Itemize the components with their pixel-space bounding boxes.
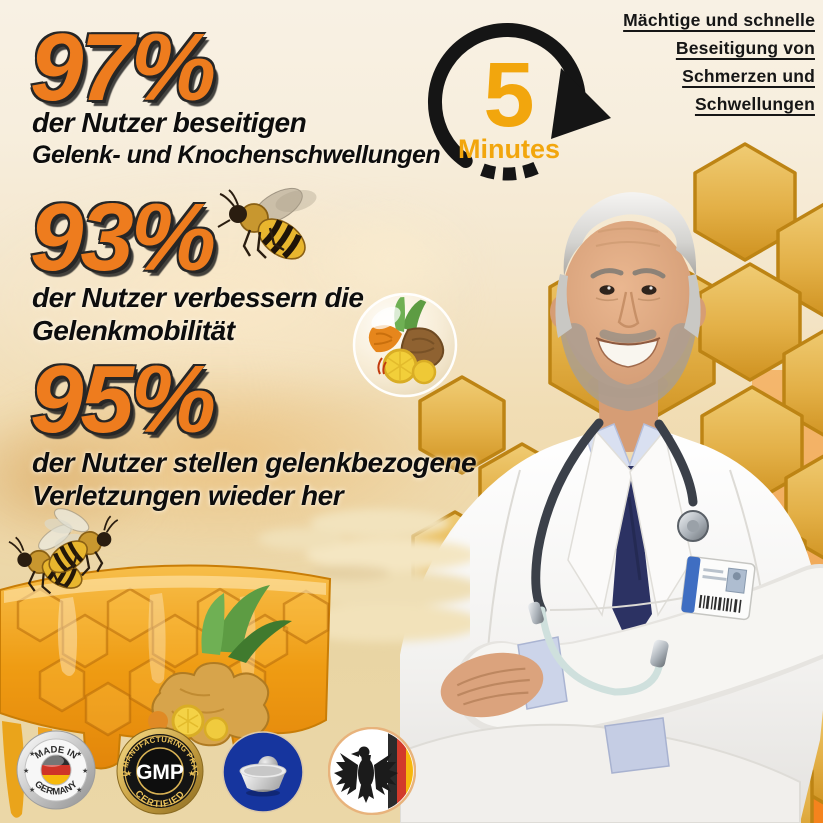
stat-97-line1: der Nutzer beseitigen bbox=[32, 107, 307, 138]
stethoscope-icon bbox=[528, 418, 709, 696]
svg-text:GERMANY: GERMANY bbox=[32, 778, 80, 797]
headline-line: Schmerzen und bbox=[682, 66, 815, 86]
timer-unit: Minutes bbox=[458, 134, 560, 164]
stat-95-line2: Verletzungen wieder her bbox=[32, 480, 344, 511]
badge-text-gmp: GMP bbox=[136, 761, 184, 784]
svg-text:★: ★ bbox=[125, 769, 132, 778]
arrow-head bbox=[551, 68, 611, 139]
doctor-crossed-arms bbox=[400, 564, 823, 823]
doctor-photo bbox=[400, 142, 823, 823]
badge-german-eagle bbox=[328, 727, 416, 815]
honey-pool-bokeh bbox=[258, 509, 470, 642]
honeycomb-scene bbox=[0, 495, 470, 818]
ginger-sphere-icon bbox=[352, 292, 458, 398]
federal-eagle-icon bbox=[334, 746, 398, 803]
headline-line: Schwellungen bbox=[694, 94, 815, 114]
stat-93-value: 93% bbox=[30, 184, 216, 291]
badge-text-made-in: MADE IN bbox=[33, 744, 79, 761]
badge-made-in-germany: MADE IN GERMANY ★ ★ ★ ★ ★ ★ bbox=[16, 730, 96, 810]
svg-text:★: ★ bbox=[29, 750, 35, 758]
stat-95-line1: der Nutzer stellen gelenkbezogene bbox=[32, 447, 477, 478]
badge-gmp: GOOD MANUFACTURING PRACTICE CERTIFIED ★★… bbox=[116, 727, 204, 815]
svg-text:★: ★ bbox=[82, 767, 88, 775]
german-flag-icon bbox=[388, 730, 413, 812]
timer-icon: 5 Minutes bbox=[427, 23, 611, 181]
headline: Mächtige und schnelle Beseitigung von Sc… bbox=[623, 10, 815, 122]
id-badge bbox=[680, 555, 756, 621]
doctor-face bbox=[550, 192, 706, 412]
svg-text:MADE IN: MADE IN bbox=[33, 744, 79, 761]
svg-text:★: ★ bbox=[76, 786, 82, 794]
star-icon: ★ ★ bbox=[125, 769, 195, 778]
star-icon: ★ ★ ★ ★ ★ ★ bbox=[23, 750, 88, 794]
headline-line: Mächtige und schnelle bbox=[623, 10, 815, 30]
bee-icon bbox=[217, 187, 317, 260]
badge-text-germany: GERMANY bbox=[32, 778, 80, 797]
svg-text:★: ★ bbox=[23, 767, 29, 775]
timer-value: 5 bbox=[483, 44, 534, 146]
headline-line: Beseitigung von bbox=[675, 38, 815, 58]
stat-97-line2: Gelenk- und Knochenschwellungen bbox=[32, 141, 441, 169]
badge-ointment-bowl bbox=[222, 731, 304, 813]
stat-93-line1: der Nutzer verbessern die bbox=[32, 282, 364, 313]
svg-text:★: ★ bbox=[188, 769, 195, 778]
svg-text:★: ★ bbox=[76, 750, 82, 758]
stat-93-line2: Gelenkmobilität bbox=[32, 315, 235, 346]
svg-text:★: ★ bbox=[29, 786, 35, 794]
stat-95-value: 95% bbox=[30, 346, 216, 453]
stat-97-value: 97% bbox=[30, 14, 216, 121]
ginger-root bbox=[148, 585, 292, 747]
